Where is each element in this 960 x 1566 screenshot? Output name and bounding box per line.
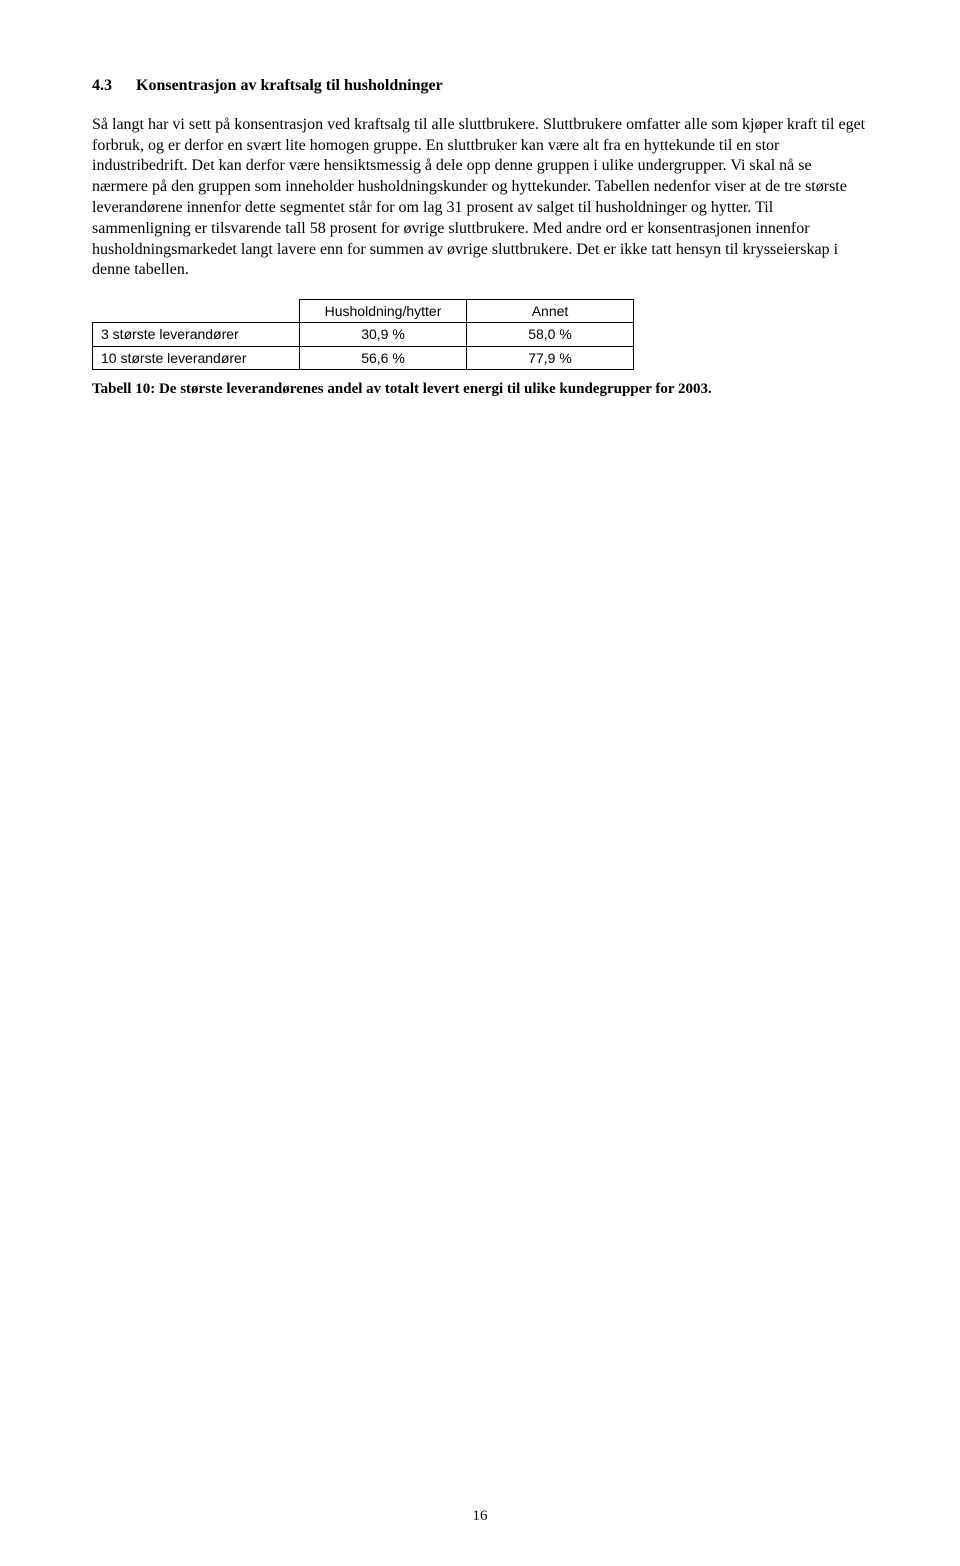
table-header-blank (93, 300, 300, 323)
table-row-label: 10 største leverandører (93, 346, 300, 369)
table-header-row: Husholdning/hytter Annet (93, 300, 634, 323)
table-caption: Tabell 10: De største leverandørenes and… (92, 380, 868, 400)
table-header-col1: Husholdning/hytter (300, 300, 467, 323)
section-title: Konsentrasjon av kraftsalg til husholdni… (136, 77, 443, 94)
data-table: Husholdning/hytter Annet 3 største lever… (92, 299, 634, 370)
table-row-label: 3 største leverandører (93, 323, 300, 346)
section-number: 4.3 (92, 76, 112, 97)
table-row: 10 største leverandører 56,6 % 77,9 % (93, 346, 634, 369)
table-cell: 58,0 % (467, 323, 634, 346)
table-cell: 56,6 % (300, 346, 467, 369)
table-cell: 30,9 % (300, 323, 467, 346)
section-heading: 4.3 Konsentrasjon av kraftsalg til hushol… (92, 76, 868, 97)
table-row: 3 største leverandører 30,9 % 58,0 % (93, 323, 634, 346)
table-cell: 77,9 % (467, 346, 634, 369)
table-header-col2: Annet (467, 300, 634, 323)
body-paragraph: Så langt har vi sett på konsentrasjon ve… (92, 115, 868, 281)
page-number: 16 (0, 1507, 960, 1527)
